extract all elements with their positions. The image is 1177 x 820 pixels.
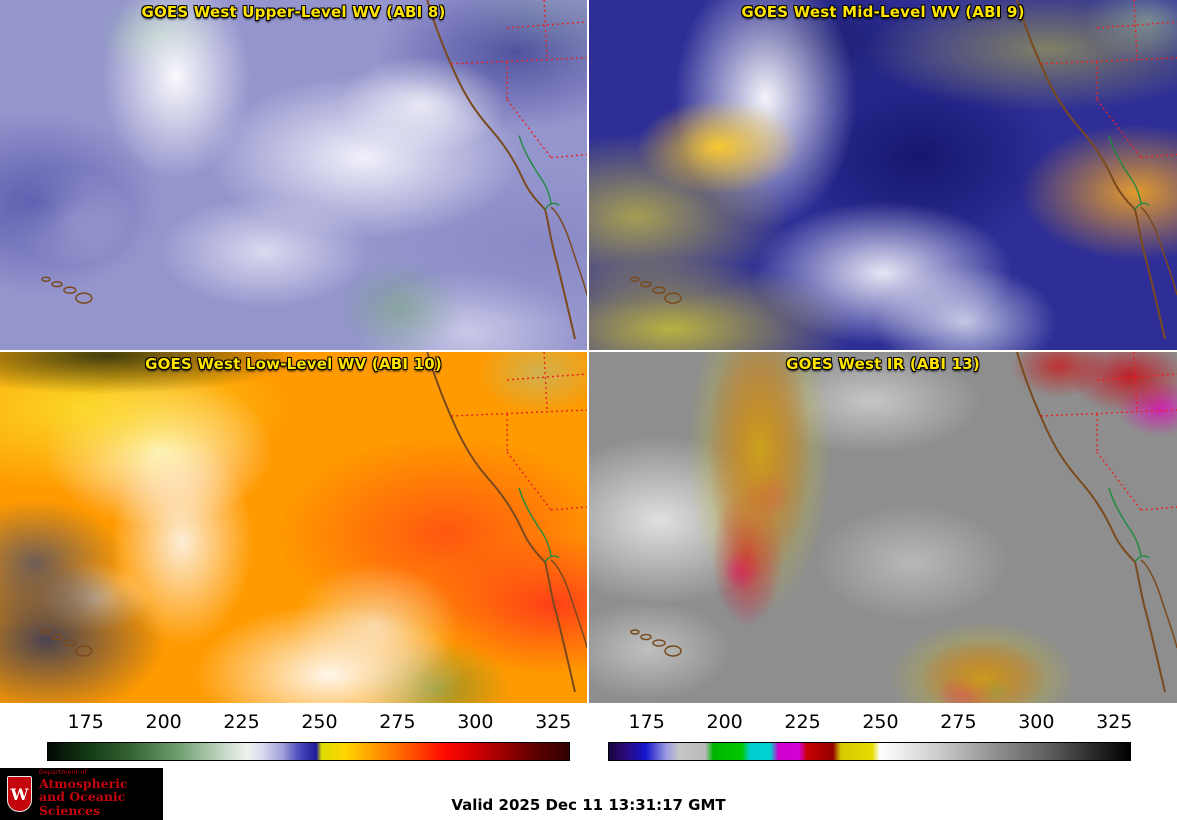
satellite-image-abi13 [589, 352, 1177, 703]
tick-label: 175 [67, 711, 104, 733]
tick-label: 325 [1096, 711, 1133, 733]
panel-title-abi8: GOES West Upper-Level WV (ABI 8) [141, 3, 446, 21]
tick-label: 250 [862, 711, 899, 733]
panel-upper-level-wv: GOES West Upper-Level WV (ABI 8) [0, 0, 587, 350]
tick-label: 250 [301, 711, 338, 733]
satellite-image-abi8 [0, 0, 587, 350]
colorbar-row: 175 200 225 250 275 300 325 175 200 225 … [0, 705, 1177, 767]
tick-label: 300 [1018, 711, 1055, 733]
ir-colorbar-group: 175 200 225 250 275 300 325 [608, 705, 1133, 761]
tick-label: 200 [145, 711, 182, 733]
ir-colorbar-ticks: 175 200 225 250 275 300 325 [608, 711, 1133, 737]
panel-title-abi9: GOES West Mid-Level WV (ABI 9) [741, 3, 1025, 21]
tick-label: 300 [457, 711, 494, 733]
panel-low-level-wv: GOES West Low-Level WV (ABI 10) [0, 352, 587, 703]
tick-label: 225 [784, 711, 821, 733]
wv-colorbar-ticks: 175 200 225 250 275 300 325 [47, 711, 572, 737]
tick-label: 175 [628, 711, 665, 733]
uw-crest-icon: W [7, 776, 32, 812]
wv-colorbar-group: 175 200 225 250 275 300 325 [47, 705, 572, 761]
ir-colorbar [608, 742, 1131, 761]
satellite-image-abi9 [589, 0, 1177, 350]
satellite-quad-grid: GOES West Upper-Level WV (ABI 8) GOES We… [0, 0, 1177, 703]
satellite-image-abi10 [0, 352, 587, 703]
tick-label: 200 [706, 711, 743, 733]
logo-line-1: Atmospheric [39, 775, 128, 791]
tick-label: 225 [223, 711, 260, 733]
valid-time-label: Valid 2025 Dec 11 13:31:17 GMT [451, 796, 726, 814]
logo-department-label: Department of [39, 769, 87, 777]
tick-label: 325 [535, 711, 572, 733]
panel-ir: GOES West IR (ABI 13) [589, 352, 1177, 703]
tick-label: 275 [940, 711, 977, 733]
aos-logo-text: Department of Atmospheric and Oceanic Sc… [39, 769, 156, 819]
logo-line-2: and Oceanic Sciences [39, 789, 126, 819]
wv-colorbar [47, 742, 570, 761]
panel-title-abi13: GOES West IR (ABI 13) [786, 355, 980, 373]
tick-label: 275 [379, 711, 416, 733]
aos-logo: W Department of Atmospheric and Oceanic … [0, 768, 163, 820]
panel-mid-level-wv: GOES West Mid-Level WV (ABI 9) [589, 0, 1177, 350]
panel-title-abi10: GOES West Low-Level WV (ABI 10) [145, 355, 442, 373]
